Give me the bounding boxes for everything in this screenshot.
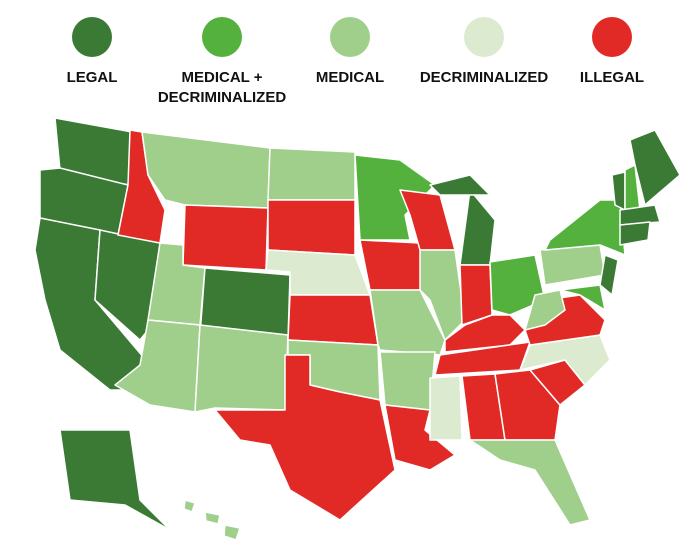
state [539, 244, 606, 286]
legend-swatch [72, 17, 112, 57]
legend-swatch [330, 17, 370, 57]
state [629, 129, 681, 206]
state [619, 204, 661, 226]
legend-label: MEDICAL [316, 69, 384, 86]
state [59, 429, 171, 531]
state [267, 199, 356, 256]
state [599, 254, 619, 296]
state [524, 289, 566, 331]
state [494, 369, 561, 441]
state [619, 221, 651, 246]
state [379, 351, 436, 411]
state [204, 511, 221, 525]
legend-label: DECRIMINALIZED [158, 89, 286, 106]
state [183, 499, 196, 513]
legend-label: LEGAL [67, 69, 118, 86]
state [429, 174, 491, 196]
state [267, 147, 356, 201]
state [141, 131, 271, 209]
state [459, 189, 496, 266]
state [469, 439, 591, 526]
legend: LEGAL MEDICAL + DECRIMINALIZED MEDICAL DECRI… [67, 17, 644, 106]
state [214, 354, 396, 521]
state [194, 324, 289, 413]
state [182, 204, 269, 271]
state [223, 524, 241, 541]
state [399, 189, 456, 251]
legend-swatch [464, 17, 504, 57]
states [34, 117, 681, 541]
state [429, 375, 463, 441]
state [489, 254, 546, 316]
legend-swatch [202, 17, 242, 57]
legend-label: DECRIMINALIZED [420, 69, 548, 86]
state [287, 294, 379, 346]
legend-swatch [592, 17, 632, 57]
legend-label: ILLEGAL [580, 69, 644, 86]
state [544, 199, 626, 256]
state [559, 284, 606, 311]
legend-label: MEDICAL + [182, 69, 263, 86]
state [444, 314, 526, 353]
